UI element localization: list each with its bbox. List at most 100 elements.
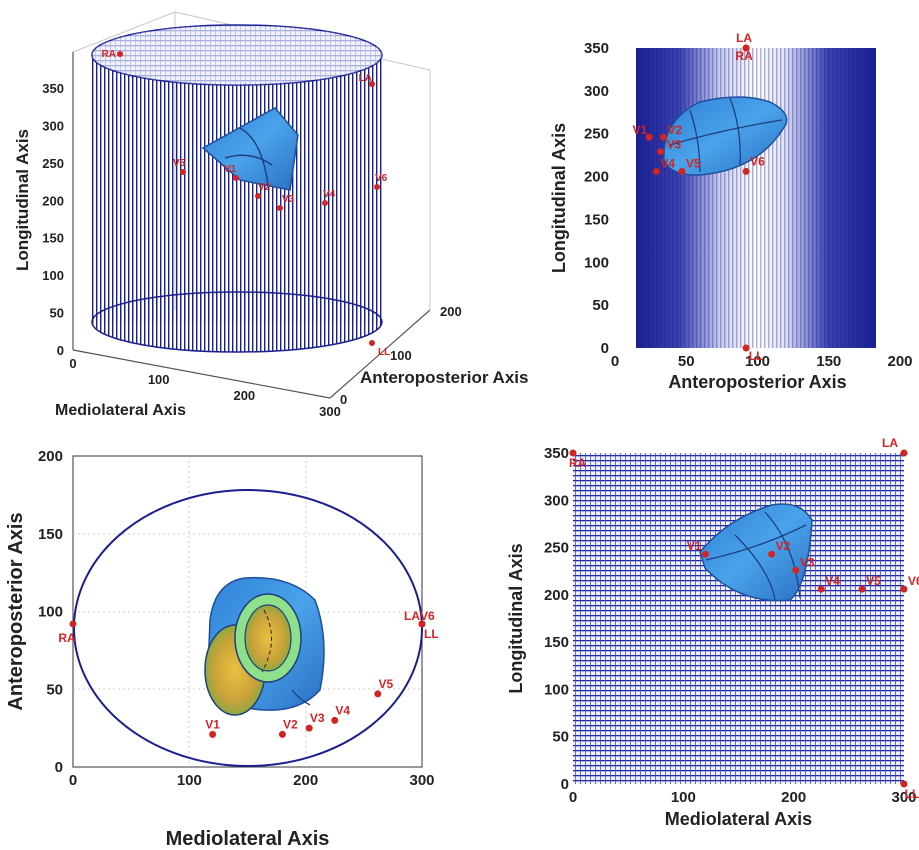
p3d-electrode-label-v2: V2 xyxy=(258,182,271,193)
top-electrode-label-v2: V2 xyxy=(283,717,298,731)
p3d-z-tick: 100 xyxy=(42,268,64,283)
p3d-electrode-label-v1: V1 xyxy=(224,164,237,175)
p3d-x-tick: 0 xyxy=(69,356,76,371)
top-electrode-label-v4: V4 xyxy=(335,703,350,717)
side-electrode-ll xyxy=(742,344,750,352)
side-y-tick: 150 xyxy=(584,211,609,228)
front-electrode-ll xyxy=(900,780,908,788)
p3d-z-tick: 300 xyxy=(42,118,64,133)
side-electrode-label-v6: V6 xyxy=(750,154,765,168)
torso-cylinder xyxy=(92,55,382,323)
front-x-tick: 300 xyxy=(891,789,916,806)
side-x-tick: 50 xyxy=(678,353,695,370)
front-y-tick: 200 xyxy=(544,587,569,604)
front-xlabel: Mediolateral Axis xyxy=(665,809,812,829)
front-electrode-v6 xyxy=(900,585,908,593)
front-electrode-label-v2: V2 xyxy=(776,539,791,553)
top-electrode-v2 xyxy=(278,730,286,738)
side-electrode-label-v1: V1 xyxy=(633,123,648,137)
heart-model-side xyxy=(663,96,788,176)
top-y-tick: 200 xyxy=(38,448,63,465)
p3d-y-tick: 0 xyxy=(340,392,347,407)
top-electrode-v5 xyxy=(374,690,382,698)
p3d-x-tick: 200 xyxy=(233,388,255,403)
p3d-x-tick: 100 xyxy=(148,372,170,387)
top-x-tick: 200 xyxy=(293,772,318,789)
top-electrode-label-ll: LL xyxy=(424,627,439,641)
panel-front-view xyxy=(573,453,904,784)
front-ylabel: Longitudinal Axis xyxy=(506,543,526,693)
front-x-tick: 100 xyxy=(671,789,696,806)
p3d-electrode-label-v4: V4 xyxy=(323,189,336,200)
top-xlabel: Mediolateral Axis xyxy=(166,828,330,850)
top-electrode-ra xyxy=(69,620,77,628)
side-x-tick: 150 xyxy=(816,353,841,370)
front-electrode-v5 xyxy=(858,585,866,593)
front-electrode-v2 xyxy=(768,550,776,558)
side-xlabel: Anteroposterior Axis xyxy=(668,372,846,392)
p3d-z-tick: 50 xyxy=(50,306,64,321)
side-electrode-label-v5: V5 xyxy=(686,156,701,170)
side-y-tick: 0 xyxy=(601,340,609,357)
side-y-tick: 300 xyxy=(584,83,609,100)
front-electrode-label-ra: RA xyxy=(569,456,587,470)
p3d-electrode-v2 xyxy=(255,193,261,199)
top-ylabel: Anteroposterior Axis xyxy=(5,512,27,710)
torso-cylinder-bottom xyxy=(91,291,383,353)
front-electrode-v1 xyxy=(701,550,709,558)
panel-side-view xyxy=(636,48,876,348)
top-electrode-label-v3: V3 xyxy=(310,711,325,725)
p3d-y-tick: 100 xyxy=(390,348,412,363)
front-electrode-ra xyxy=(569,449,577,457)
front-electrode-label-v6: V6 xyxy=(908,574,919,588)
top-x-tick: 300 xyxy=(409,772,434,789)
p3d-electrode-label-la: LA xyxy=(359,73,372,84)
side-electrode-label-v3: V3 xyxy=(667,138,682,152)
side-electrode-v2 xyxy=(659,133,667,141)
top-electrode-label-ra: RA xyxy=(58,631,76,645)
top-electrode-v1 xyxy=(209,730,217,738)
p3d-electrode-v3 xyxy=(277,205,283,211)
p3d-electrode-label-v5: V5 xyxy=(173,158,186,169)
top-electrode-ll xyxy=(418,620,426,628)
top-x-tick: 100 xyxy=(177,772,202,789)
side-x-tick: 200 xyxy=(887,353,912,370)
front-electrode-label-ll: LL xyxy=(905,787,919,801)
front-electrode-label-v1: V1 xyxy=(687,539,702,553)
p3d-y-tick: 200 xyxy=(440,304,462,319)
top-y-tick: 150 xyxy=(38,526,63,543)
side-electrode-v1 xyxy=(645,133,653,141)
p3d-electrode-v4 xyxy=(322,200,328,206)
p3d-electrode-label-ra: RA xyxy=(102,49,116,60)
torso-cylinder-top-grid xyxy=(92,25,382,85)
torso-outline xyxy=(73,489,423,767)
side-y-tick: 350 xyxy=(584,40,609,57)
p3d-electrode-label-v3: V3 xyxy=(282,194,295,205)
p3d-electrode-v1 xyxy=(233,175,239,181)
top-electrode-v4 xyxy=(331,716,339,724)
side-y-tick: 200 xyxy=(584,169,609,186)
side-electrode-label-ra: RA xyxy=(735,49,753,63)
side-x-tick: 100 xyxy=(745,353,770,370)
heart-model-top xyxy=(204,576,325,716)
front-electrode-label-la: LA xyxy=(882,436,898,450)
front-electrode-label-v4: V4 xyxy=(825,574,840,588)
side-electrode-v4 xyxy=(652,167,660,175)
axis-labels: Longitudinal Axis Mediolateral Axis Antero… xyxy=(5,123,847,850)
side-electrode-label-v2: V2 xyxy=(667,123,682,137)
side-torso-stripes xyxy=(636,48,876,348)
p3d-electrode-ra xyxy=(117,51,123,57)
front-electrode-v3 xyxy=(792,566,800,574)
box-axes xyxy=(72,52,431,399)
top-electrode-v3 xyxy=(305,724,313,732)
front-electrode-v4 xyxy=(817,585,825,593)
side-y-tick: 100 xyxy=(584,254,609,271)
front-y-tick: 250 xyxy=(544,540,569,557)
p3d-electrode-label-ll: LL xyxy=(378,347,390,358)
side-electrode-label-v4: V4 xyxy=(660,156,675,170)
front-electrode-label-v5: V5 xyxy=(866,574,881,588)
p3d-zlabel: Longitudinal Axis xyxy=(13,129,32,271)
